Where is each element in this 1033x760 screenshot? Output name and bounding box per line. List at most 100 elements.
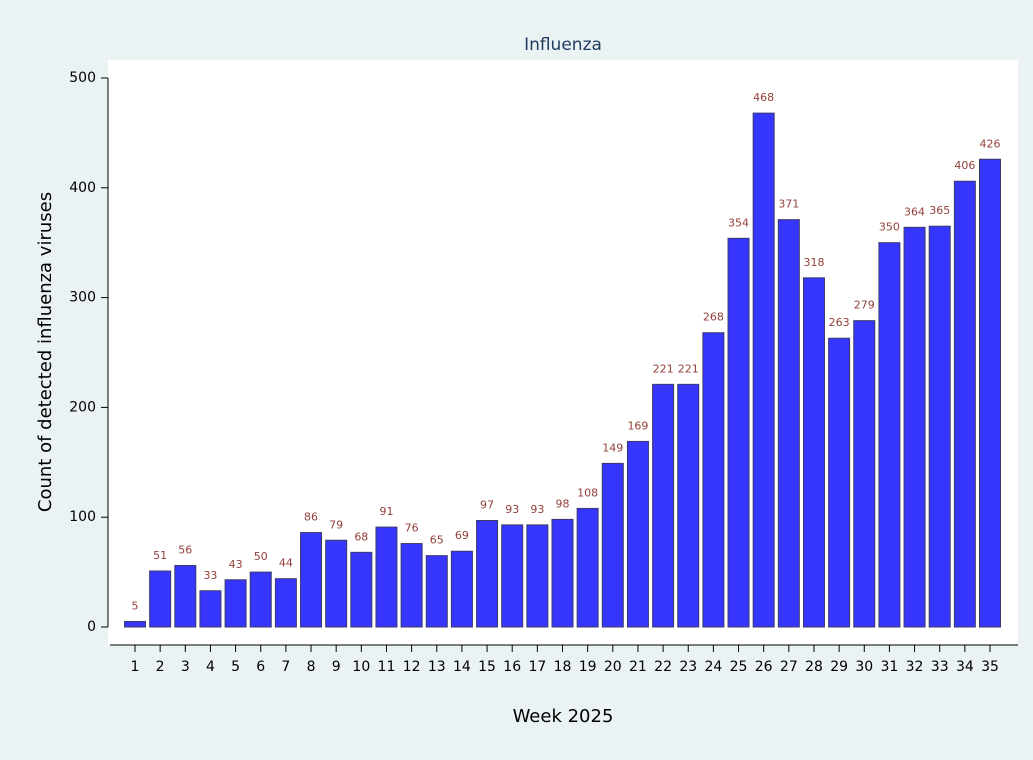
chart-title: Influenza [524, 35, 602, 55]
data-label: 354 [728, 216, 749, 229]
data-label: 69 [455, 529, 469, 542]
x-tick-label: 29 [830, 659, 848, 675]
bar [727, 237, 750, 628]
x-tick-label: 9 [332, 659, 341, 675]
y-tick-label: 200 [69, 399, 96, 415]
bar [400, 543, 423, 628]
data-label: 33 [203, 569, 217, 582]
data-label: 268 [703, 311, 724, 324]
x-tick-label: 2 [156, 659, 165, 675]
x-tick-label: 33 [931, 659, 949, 675]
data-label: 169 [627, 419, 648, 432]
bar [677, 383, 700, 628]
data-label: 43 [229, 558, 243, 571]
data-label: 5 [132, 600, 139, 613]
y-axis-title: Count of detected influenza viruses [35, 192, 56, 512]
data-label: 93 [505, 503, 519, 516]
bar [501, 524, 524, 628]
x-tick-label: 23 [679, 659, 697, 675]
x-tick-label: 12 [403, 659, 421, 675]
x-tick-label: 5 [231, 659, 240, 675]
bar [350, 551, 373, 628]
x-tick-label: 30 [855, 659, 873, 675]
x-tick-label: 1 [131, 659, 140, 675]
data-label: 426 [980, 137, 1001, 150]
bar [576, 507, 599, 628]
bar [325, 539, 348, 628]
data-label: 468 [753, 91, 774, 104]
bar [626, 440, 649, 628]
bar [702, 332, 725, 628]
x-tick-label: 4 [206, 659, 215, 675]
x-axis-title: Week 2025 [513, 706, 614, 727]
bar [124, 621, 146, 628]
data-label: 364 [904, 205, 925, 218]
x-tick-label: 26 [755, 659, 773, 675]
x-tick-label: 18 [554, 659, 572, 675]
x-tick-label: 31 [880, 659, 898, 675]
bar [425, 555, 448, 628]
bar [476, 519, 499, 628]
bar [375, 526, 398, 628]
bar [450, 550, 473, 628]
bar [903, 226, 926, 628]
data-label: 93 [530, 503, 544, 516]
x-tick-label: 16 [503, 659, 521, 675]
bar [526, 524, 549, 628]
x-tick-label: 27 [780, 659, 798, 675]
data-label: 50 [254, 550, 268, 563]
data-label: 318 [803, 256, 824, 269]
x-tick-label: 19 [579, 659, 597, 675]
bar [551, 518, 574, 628]
bar [174, 565, 197, 628]
bar [828, 337, 851, 628]
data-label: 86 [304, 511, 318, 524]
bar [149, 570, 172, 628]
data-label: 279 [854, 299, 875, 312]
x-tick-label: 3 [181, 659, 190, 675]
x-tick-label: 17 [528, 659, 546, 675]
x-tick-label: 32 [906, 659, 924, 675]
x-tick-label: 11 [378, 659, 396, 675]
data-label: 371 [778, 198, 799, 211]
x-tick-label: 24 [704, 659, 722, 675]
bar [777, 219, 800, 628]
data-label: 44 [279, 557, 293, 570]
data-label: 76 [405, 522, 419, 535]
data-label: 79 [329, 518, 343, 531]
x-tick-label: 8 [307, 659, 316, 675]
data-label: 98 [556, 497, 570, 510]
bar [878, 242, 901, 628]
bar [979, 158, 1001, 628]
bar [249, 571, 272, 628]
y-tick-label: 500 [69, 70, 96, 86]
x-tick-label: 14 [453, 659, 471, 675]
data-label: 68 [354, 530, 368, 543]
bar [224, 579, 247, 628]
data-label: 108 [577, 486, 598, 499]
data-label: 221 [678, 362, 699, 375]
bar [274, 578, 297, 628]
x-tick-label: 20 [604, 659, 622, 675]
bar [199, 590, 222, 628]
x-tick-label: 28 [805, 659, 823, 675]
x-tick-label: 25 [730, 659, 748, 675]
data-label: 91 [379, 505, 393, 518]
y-tick-label: 100 [69, 509, 96, 525]
data-label: 406 [954, 159, 975, 172]
bar [601, 462, 624, 628]
data-label: 97 [480, 498, 494, 511]
y-tick-label: 0 [87, 619, 96, 635]
x-tick-label: 34 [956, 659, 974, 675]
bar [928, 225, 951, 628]
data-label: 149 [602, 441, 623, 454]
data-label: 65 [430, 534, 444, 547]
data-label: 56 [178, 544, 192, 557]
bar [802, 277, 825, 628]
x-tick-label: 7 [281, 659, 290, 675]
x-tick-label: 22 [654, 659, 672, 675]
x-tick-label: 21 [629, 659, 647, 675]
data-label: 350 [879, 221, 900, 234]
